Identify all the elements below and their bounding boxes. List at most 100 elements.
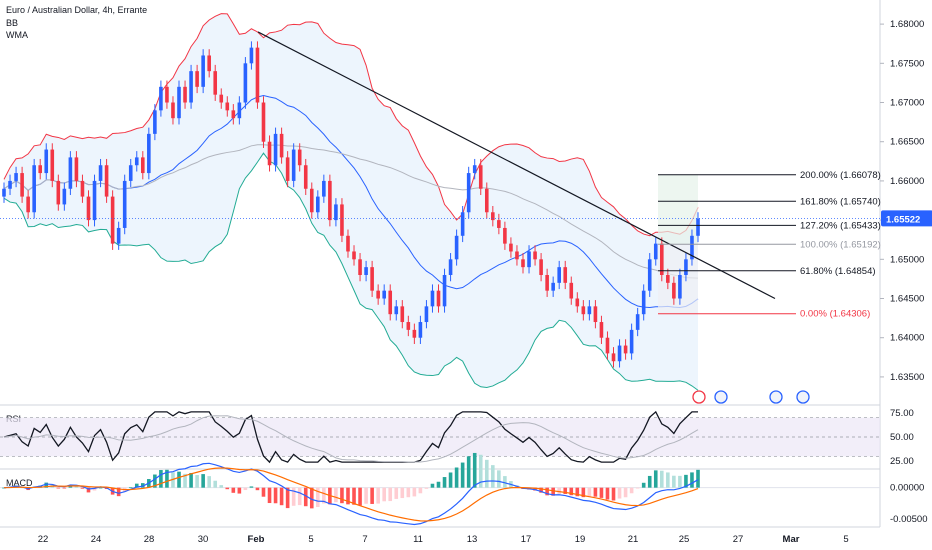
candle-body [316, 196, 320, 213]
macd-histogram-bar [98, 487, 103, 489]
macd-histogram-bar [279, 487, 284, 506]
macd-histogram-bar [303, 487, 308, 507]
macd-line [3, 462, 699, 526]
candle-body [128, 165, 133, 181]
candle-body [527, 251, 531, 268]
candle-body [587, 306, 592, 315]
x-tick-label: 24 [91, 534, 102, 545]
candle-body [448, 259, 453, 275]
macd-histogram-bar [611, 487, 616, 501]
x-tick-label: 11 [413, 534, 423, 545]
macd-histogram-bar [267, 487, 272, 504]
candle-body [171, 102, 175, 119]
macd-histogram-bar [678, 475, 682, 488]
candle-body [231, 110, 236, 119]
candle-body [690, 235, 694, 260]
candle-body [412, 329, 417, 338]
candle-body [599, 322, 604, 338]
fib-level-label: 0.00% (1.64306) [800, 309, 870, 320]
macd-histogram-bar [478, 454, 483, 488]
candle-body [454, 235, 459, 260]
candle-body [26, 196, 30, 213]
x-tick-label: 19 [575, 534, 586, 545]
y-tick-label: 1.65000 [890, 254, 924, 265]
macd-histogram-bar [189, 472, 193, 488]
macd-histogram-bar [128, 487, 133, 489]
macd-histogram-bar [406, 487, 411, 498]
candle-body [92, 180, 97, 221]
y-tick-label: 1.67000 [890, 98, 924, 109]
candle-body [509, 243, 513, 252]
macd-histogram-bar [92, 487, 97, 491]
macd-histogram-bar [334, 487, 338, 503]
candle-body [189, 71, 193, 103]
candle-body [322, 180, 326, 197]
macd-histogram-bar [563, 487, 568, 494]
macd-histogram-bar [442, 477, 447, 488]
candle-body [641, 290, 646, 315]
candle-body [684, 259, 688, 275]
candle-body [605, 337, 610, 354]
candle-body [358, 259, 362, 275]
rsi-ma-line [3, 415, 699, 463]
candle-body [243, 63, 248, 103]
candle-body [303, 165, 308, 189]
trendline [257, 31, 776, 300]
candle-body [478, 165, 483, 189]
macd-histogram-bar [141, 483, 145, 488]
candle-body [195, 71, 199, 87]
macd-histogram-bar [629, 487, 634, 494]
rsi-line [3, 410, 698, 464]
candle-body [533, 251, 537, 260]
candle-body [617, 345, 622, 362]
macd-histogram-bar [394, 487, 399, 499]
event-marker-icon [714, 390, 728, 404]
macd-histogram-bar [635, 487, 640, 489]
candle-body [678, 274, 682, 299]
macd-histogram-bar [545, 487, 549, 496]
macd-histogram-bar [551, 487, 555, 496]
rsi-tick-label: 50.00 [890, 432, 914, 443]
candle-body [279, 133, 284, 158]
macd-histogram-bar [569, 487, 574, 496]
macd-histogram-bar [309, 487, 314, 509]
candle-body [8, 180, 12, 189]
macd-histogram-bar [647, 475, 652, 488]
candle-body [261, 102, 266, 142]
candle-body [430, 290, 435, 307]
candle-body [388, 290, 393, 315]
macd-histogram-bar [273, 487, 278, 504]
candle-body [497, 220, 501, 228]
macd-histogram-bar [159, 470, 163, 488]
macd-histogram-bar [86, 487, 91, 493]
macd-signal-line [3, 467, 699, 522]
candle-body [116, 227, 121, 244]
macd-histogram-bar [316, 487, 320, 507]
macd-histogram-bar [497, 470, 501, 488]
macd-histogram-bar [412, 487, 417, 497]
macd-histogram-bar [448, 472, 453, 488]
macd-histogram-bar [322, 487, 326, 504]
macd-histogram-bar [297, 487, 302, 506]
candle-body [159, 86, 163, 111]
candle-body [207, 55, 211, 72]
macd-histogram-bar [690, 472, 694, 488]
event-marker-icon [692, 390, 706, 404]
y-tick-label: 1.67500 [890, 58, 924, 69]
candle-body [62, 188, 67, 205]
candle-body [74, 157, 79, 181]
candle-body [110, 196, 115, 244]
candle-body [364, 267, 368, 275]
macd-histogram-bar [2, 487, 6, 489]
macd-histogram-bar [472, 452, 477, 488]
macd-histogram-bar [575, 487, 580, 497]
chart-title: Euro / Australian Dollar, 4h, Errante [6, 5, 148, 15]
candle-body [219, 94, 224, 103]
macd-histogram-bar [80, 487, 85, 489]
candle-body [611, 353, 616, 362]
macd-histogram-bar [116, 487, 121, 497]
candle-body [569, 282, 574, 299]
candle-body [44, 149, 49, 174]
candle-body [328, 180, 332, 221]
